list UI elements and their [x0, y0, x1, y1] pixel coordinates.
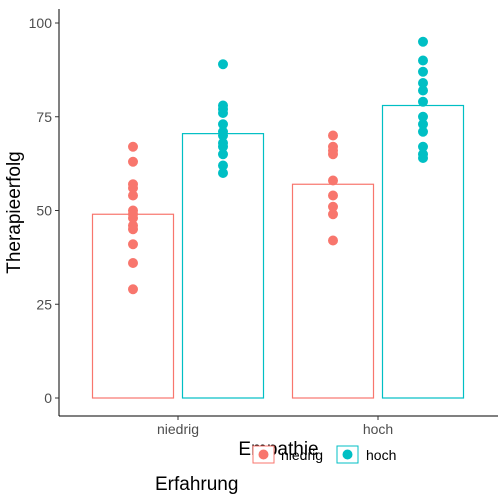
- point-hoch-hoch-2: [418, 141, 428, 152]
- x-tick-label-niedrig: niedrig: [157, 421, 199, 437]
- legend: Erfahrung niedrig hoch: [155, 445, 396, 495]
- points-layer: [128, 36, 428, 295]
- point-hoch-hoch-7: [418, 85, 428, 96]
- legend-swatch-niedrig: [258, 449, 269, 460]
- y-ticks: 0 25 50 75 100: [29, 15, 59, 406]
- point-hoch-niedrig-8: [328, 130, 338, 141]
- point-niedrig-hoch-0: [218, 168, 228, 178]
- point-hoch-hoch-1: [418, 149, 428, 160]
- plot-area: 0 25 50 75 100 niedrig hoch: [29, 9, 498, 437]
- point-hoch-hoch-4: [418, 119, 428, 130]
- point-niedrig-niedrig-11: [128, 156, 138, 167]
- point-niedrig-hoch-11: [218, 59, 228, 70]
- x-tick-label-hoch: hoch: [363, 421, 393, 437]
- x-ticks: niedrig hoch: [157, 416, 393, 437]
- point-niedrig-niedrig-2: [128, 239, 138, 250]
- point-hoch-hoch-10: [418, 55, 428, 66]
- point-niedrig-niedrig-4: [128, 220, 138, 231]
- y-tick-label-100: 100: [29, 15, 53, 31]
- point-hoch-hoch-8: [418, 78, 428, 88]
- point-hoch-niedrig-3: [328, 190, 338, 201]
- point-hoch-niedrig-0: [328, 235, 338, 246]
- y-tick-label-0: 0: [44, 390, 52, 406]
- point-niedrig-hoch-2: [218, 149, 228, 160]
- legend-title: Erfahrung: [155, 474, 238, 495]
- y-axis-title: Therapieerfolg: [4, 151, 25, 274]
- point-hoch-hoch-6: [418, 96, 428, 107]
- point-niedrig-hoch-1: [218, 160, 228, 171]
- legend-label-hoch: hoch: [366, 447, 396, 463]
- point-hoch-niedrig-2: [328, 201, 338, 212]
- point-niedrig-niedrig-12: [128, 141, 138, 152]
- point-niedrig-hoch-6: [218, 126, 228, 137]
- point-niedrig-hoch-10: [218, 100, 228, 111]
- point-niedrig-niedrig-1: [128, 258, 138, 268]
- legend-item-hoch: hoch: [336, 445, 396, 464]
- point-hoch-niedrig-1: [328, 209, 338, 220]
- point-hoch-hoch-9: [418, 66, 428, 77]
- point-hoch-hoch-11: [418, 36, 428, 47]
- point-hoch-hoch-5: [418, 111, 428, 122]
- y-tick-label-75: 75: [36, 109, 52, 125]
- point-niedrig-niedrig-0: [128, 284, 138, 295]
- legend-swatch-hoch: [342, 449, 353, 460]
- point-niedrig-hoch-7: [218, 119, 228, 130]
- y-tick-label-50: 50: [36, 203, 52, 219]
- point-niedrig-niedrig-10: [128, 179, 138, 190]
- point-niedrig-hoch-4: [218, 138, 228, 148]
- bars-layer: [91, 104, 465, 399]
- point-niedrig-niedrig-7: [128, 205, 138, 216]
- point-hoch-niedrig-7: [328, 141, 338, 152]
- legend-label-niedrig: niedrig: [281, 447, 323, 463]
- point-hoch-hoch-3: [418, 126, 428, 137]
- point-niedrig-niedrig-8: [128, 190, 138, 201]
- point-hoch-niedrig-4: [328, 175, 338, 186]
- legend-item-niedrig: niedrig: [252, 445, 323, 464]
- y-tick-label-25: 25: [36, 296, 52, 312]
